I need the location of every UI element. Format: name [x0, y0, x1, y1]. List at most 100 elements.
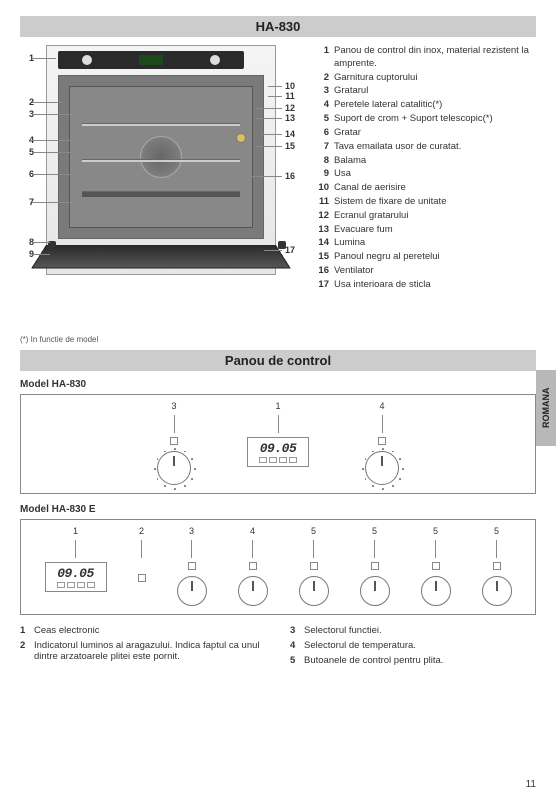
- callout-line: [32, 174, 82, 175]
- indicator-icon: [493, 562, 501, 570]
- indicator-icon: [188, 562, 196, 570]
- model-a-label: Model HA-830: [20, 379, 536, 390]
- legend-row: 13Evacuare fum: [312, 224, 536, 237]
- cp-number: 4: [238, 526, 268, 536]
- oven-diagram-column: 1 2 3 4 5 6 7 8 9 10 11 12 13: [20, 45, 300, 344]
- cp-col: 5: [360, 526, 390, 606]
- legend-text: Suport de crom + Suport telescopic(*): [334, 113, 536, 126]
- bottom-legend-number: 1: [20, 625, 34, 636]
- callout-line: [262, 134, 282, 135]
- page-number: 11: [526, 779, 536, 790]
- bottom-legend-row: 1Ceas electronic: [20, 625, 266, 636]
- legend-row: 17Usa interioara de sticla: [312, 279, 536, 292]
- callout-line: [32, 114, 72, 115]
- legend-number: 13: [312, 224, 334, 237]
- legend-text: Lumina: [334, 237, 536, 250]
- bottom-legend-right: 3Selectorul functiei.4Selectorul de temp…: [290, 625, 536, 670]
- cp-line: [313, 540, 314, 558]
- callout-line: [32, 102, 62, 103]
- legend-number: 3: [312, 85, 334, 98]
- legend-number: 14: [312, 237, 334, 250]
- legend-number: 17: [312, 279, 334, 292]
- indicator-icon: [432, 562, 440, 570]
- clock-display: 09.05: [247, 437, 309, 467]
- legend-number: 1: [312, 45, 334, 71]
- cp-col: 1 09.05: [247, 401, 309, 485]
- legend-number: 10: [312, 182, 334, 195]
- control-knob: [421, 576, 451, 606]
- callout-line: [32, 254, 50, 255]
- callout-line: [268, 96, 282, 97]
- display-buttons: [57, 582, 95, 588]
- fan-icon: [140, 136, 182, 178]
- legend-text: Balama: [334, 155, 536, 168]
- bottom-legend-text: Selectorul de temperatura.: [304, 640, 536, 651]
- legend-number: 11: [312, 196, 334, 209]
- panel-model-b: 109.052345555: [20, 519, 536, 615]
- indicator-icon: [371, 562, 379, 570]
- knob-dots: [361, 447, 405, 491]
- legend-row: 2Garnitura cuptorului: [312, 72, 536, 85]
- legend-row: 11Sistem de fixare de unitate: [312, 196, 536, 209]
- cp-line: [75, 540, 76, 558]
- legend-text: Tava emailata usor de curatat.: [334, 141, 536, 154]
- legend-text: Ecranul gratarului: [334, 210, 536, 223]
- cp-col: 2: [138, 526, 146, 606]
- callout-line: [256, 146, 282, 147]
- top-section: 1 2 3 4 5 6 7 8 9 10 11 12 13: [20, 45, 536, 344]
- bottom-legend-text: Butoanele de control pentru plita.: [304, 655, 536, 666]
- control-knob: [238, 576, 268, 606]
- legend-row: 3Gratarul: [312, 85, 536, 98]
- legend-row: 8Balama: [312, 155, 536, 168]
- callout-line: [32, 152, 72, 153]
- cp-number: 5: [482, 526, 512, 536]
- bottom-legend-row: 2Indicatorul luminos al aragazului. Indi…: [20, 640, 266, 662]
- legend-row: 15Panoul negru al peretelui: [312, 251, 536, 264]
- control-knob: [177, 576, 207, 606]
- clock-time: 09.05: [57, 566, 94, 581]
- knob-icon: [210, 55, 220, 65]
- clock-display: 09.05: [45, 562, 107, 592]
- legend-text: Gratarul: [334, 85, 536, 98]
- cp-number: 3: [157, 401, 191, 411]
- legend-number: 15: [312, 251, 334, 264]
- language-tab: ROMANA: [536, 370, 556, 446]
- cp-number: 5: [421, 526, 451, 536]
- legend-text: Panoul negru al peretelui: [334, 251, 536, 264]
- legend-row: 12Ecranul gratarului: [312, 210, 536, 223]
- indicator-icon: [378, 437, 386, 445]
- control-knob: [360, 576, 390, 606]
- legend-text: Usa: [334, 168, 536, 181]
- cp-number: 3: [177, 526, 207, 536]
- legend-text: Panou de control din inox, material rezi…: [334, 45, 536, 71]
- cp-col: 5: [299, 526, 329, 606]
- legend-text: Evacuare fum: [334, 224, 536, 237]
- callout-number: 13: [282, 113, 298, 123]
- cp-number: 4: [365, 401, 399, 411]
- cp-line: [382, 415, 383, 433]
- oven-door: [31, 245, 290, 268]
- callout-number: 16: [282, 171, 298, 181]
- callout-line: [256, 108, 282, 109]
- callout-line: [186, 176, 282, 177]
- legend-number: 7: [312, 141, 334, 154]
- callout-line: [32, 242, 50, 243]
- cp-col: 3: [177, 526, 207, 606]
- cp-line: [496, 540, 497, 558]
- bottom-legend-left: 1Ceas electronic 2Indicatorul luminos al …: [20, 625, 266, 670]
- footnote: (*) In functie de model: [20, 335, 300, 344]
- bottom-legend-number: 3: [290, 625, 304, 636]
- oven-control-strip: [58, 51, 244, 69]
- indicator-icon: [249, 562, 257, 570]
- bottom-legend-text: Ceas electronic: [34, 625, 266, 636]
- bottom-legend: 1Ceas electronic 2Indicatorul luminos al …: [20, 625, 536, 670]
- control-knob: [299, 576, 329, 606]
- cp-number: 1: [247, 401, 309, 411]
- legend-number: 6: [312, 127, 334, 140]
- knob-icon: [82, 55, 92, 65]
- legend-number: 12: [312, 210, 334, 223]
- bottom-legend-number: 2: [20, 640, 34, 662]
- callout-line: [32, 58, 56, 59]
- callout-line: [268, 86, 282, 87]
- legend-text: Ventilator: [334, 265, 536, 278]
